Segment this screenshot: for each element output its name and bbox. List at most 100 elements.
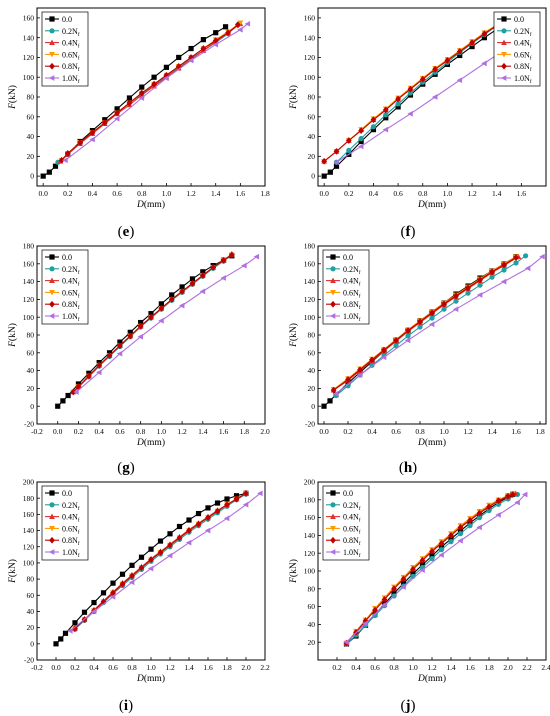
y-tick-label: 20: [308, 152, 316, 161]
data-point: [321, 157, 328, 165]
x-tick-label: 1.8: [484, 663, 494, 672]
y-axis-label: F(kN): [7, 323, 18, 348]
data-point: [330, 386, 337, 394]
x-tick-label: 0.6: [115, 427, 125, 436]
data-point: [62, 630, 69, 636]
x-tick-label: -0.2: [31, 663, 43, 672]
data-point: [148, 546, 154, 552]
data-point: [327, 398, 333, 404]
data-point: [243, 489, 249, 497]
legend-marker: [329, 549, 336, 555]
y-tick-label: 80: [27, 93, 35, 102]
x-tick-label: 1.6: [236, 189, 246, 198]
x-tick-label: 1.2: [165, 663, 175, 672]
data-point: [237, 26, 243, 33]
data-point: [253, 253, 260, 260]
data-point: [138, 89, 145, 97]
data-point: [176, 523, 183, 530]
data-point: [148, 556, 154, 564]
legend-marker: [49, 277, 55, 283]
data-point: [404, 337, 411, 344]
y-tick-label: 0: [311, 402, 315, 411]
series-line-4: [346, 493, 513, 644]
data-point: [438, 544, 445, 550]
legend-box: [41, 11, 89, 87]
data-point: [179, 284, 185, 290]
data-point: [393, 336, 399, 344]
data-point: [228, 251, 235, 259]
data-point: [495, 512, 501, 518]
x-tick-label: 1.2: [467, 189, 477, 198]
legend-label: 0.8Nf: [62, 62, 80, 73]
data-point: [60, 398, 66, 404]
legend-marker: [48, 313, 55, 319]
panel-label: (f): [401, 224, 416, 240]
data-point: [127, 329, 133, 335]
legend-marker: [501, 52, 507, 58]
y-tick-label: 40: [27, 607, 35, 616]
data-point: [163, 71, 170, 79]
data-point: [58, 636, 64, 642]
data-point: [407, 90, 414, 96]
x-tick-label: 0.8: [137, 189, 147, 198]
data-point: [429, 555, 435, 562]
data-point: [372, 606, 378, 614]
y-tick-label: 140: [23, 33, 35, 42]
data-point: [457, 528, 464, 534]
data-point: [358, 135, 364, 142]
legend-label: 0.2Nf: [62, 501, 80, 512]
y-tick-label: 20: [27, 623, 35, 632]
data-point: [333, 163, 340, 169]
y-tick-label: 160: [23, 13, 35, 22]
data-point: [438, 547, 445, 553]
x-axis-label: D(mm): [136, 437, 165, 448]
y-tick-label: 0: [30, 402, 34, 411]
data-point: [523, 253, 529, 259]
legend-marker: [49, 300, 55, 308]
data-point: [158, 304, 165, 312]
data-point: [383, 112, 389, 118]
legend-label: 0.4Nf: [514, 39, 532, 50]
legend-marker: [49, 502, 55, 508]
x-tick-label: 1.0: [439, 427, 449, 436]
series-group: [321, 253, 545, 409]
y-tick-label: 20: [27, 152, 35, 161]
data-point: [205, 514, 211, 521]
data-point: [345, 137, 352, 144]
data-point: [345, 376, 351, 383]
legend-box: [41, 249, 89, 325]
data-point: [195, 520, 202, 528]
data-point: [486, 503, 492, 511]
data-point: [345, 383, 351, 389]
data-point: [176, 534, 183, 542]
data-point: [187, 57, 194, 64]
legend-marker: [49, 266, 55, 272]
legend-label: 0.4Nf: [62, 39, 80, 50]
data-point: [167, 541, 173, 549]
legend-label: 1.0Nf: [62, 312, 80, 323]
data-point: [419, 75, 426, 83]
y-tick-label: 100: [23, 313, 35, 322]
data-point: [157, 549, 164, 556]
y-axis-label: F(kN): [288, 323, 299, 348]
x-tick-label: 0.2: [74, 427, 84, 436]
y-tick-label: 160: [23, 510, 35, 519]
y-tick-label: 180: [304, 495, 316, 504]
data-point: [148, 311, 154, 317]
data-point: [73, 389, 79, 395]
data-point: [370, 127, 377, 133]
x-tick-label: 2.0: [503, 663, 513, 672]
legend-marker: [330, 490, 336, 496]
data-point: [213, 30, 219, 36]
data-point: [457, 524, 464, 531]
y-tick-label: 100: [304, 73, 316, 82]
data-point: [356, 372, 363, 378]
x-tick-label: 1.4: [487, 427, 497, 436]
data-point: [225, 29, 231, 37]
data-point: [220, 256, 227, 264]
data-point: [481, 30, 488, 38]
data-point: [139, 84, 145, 90]
data-point: [244, 20, 251, 27]
legend-label: 0.6Nf: [514, 50, 532, 61]
legend-label: 0.8Nf: [514, 62, 532, 73]
